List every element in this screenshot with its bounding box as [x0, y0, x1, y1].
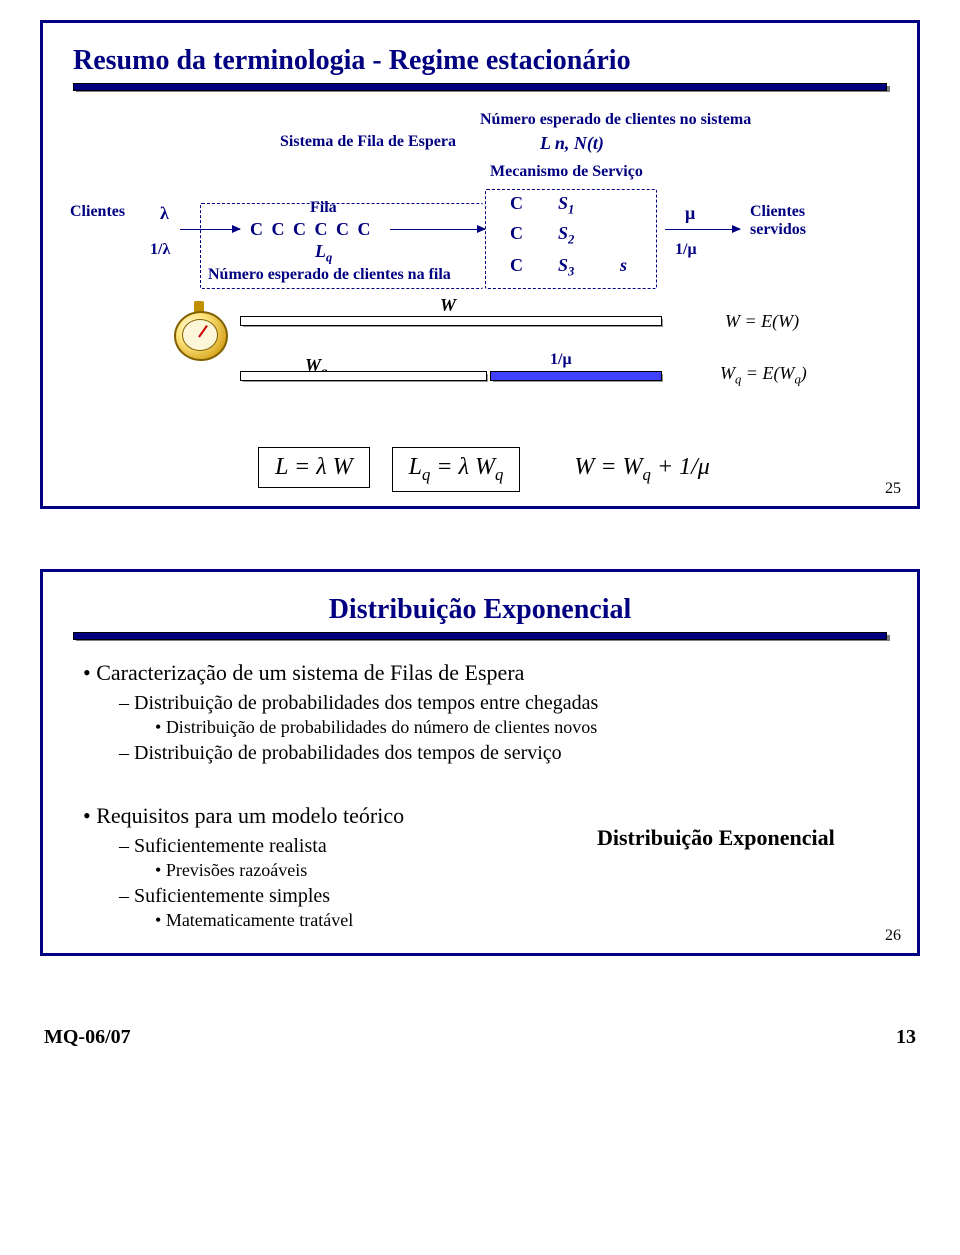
- lbl-L-n-Nt: L n, N(t): [540, 133, 604, 154]
- server-3-S: S3: [558, 255, 574, 280]
- slide-1: Resumo da terminologia - Regime estacion…: [40, 20, 920, 509]
- lbl-inv-lambda: 1/λ: [150, 241, 170, 259]
- content-block-1: Caracterização de um sistema de Filas de…: [83, 660, 887, 765]
- w-bar: [240, 316, 662, 326]
- slide-2: Distribuição Exponencial Caracterização …: [40, 569, 920, 956]
- lbl-fila: Fila: [310, 199, 337, 217]
- lbl-lambda: λ: [160, 203, 169, 224]
- title-underline: [73, 83, 887, 93]
- slide-num: 26: [885, 927, 901, 945]
- formula-Lq: Lq = λ Wq: [392, 447, 521, 492]
- server-2-C: C: [510, 223, 523, 244]
- arrow-out: [665, 229, 740, 230]
- lbl-mecanismo: Mecanismo de Serviço: [490, 163, 643, 181]
- lbl-Lq: Lq: [315, 241, 332, 266]
- page-footer: MQ-06/07 13: [40, 1016, 920, 1049]
- arrow-in: [180, 229, 240, 230]
- lbl-sistema: Sistema de Fila de Espera: [280, 133, 456, 151]
- arrow-to-service: [390, 229, 485, 230]
- footer-right: 13: [896, 1026, 916, 1049]
- slide-title: Distribuição Exponencial: [73, 594, 887, 626]
- bullet-2: Suficientemente realista: [119, 835, 597, 858]
- server-3-C: C: [510, 255, 523, 276]
- title-underline: [73, 632, 887, 642]
- lbl-expected-sys: Número esperado de clientes no sistema: [480, 111, 751, 129]
- lbl-mu: μ: [685, 203, 695, 224]
- server-1-S: S1: [558, 193, 574, 218]
- lbl-W: W: [440, 295, 456, 316]
- queue-diagram: Número esperado de clientes no sistema S…: [80, 111, 880, 411]
- bullet-2: Suficientemente simples: [119, 885, 597, 908]
- server-1-C: C: [510, 193, 523, 214]
- formula-row: L = λ W Lq = λ Wq W = Wq + 1/μ: [73, 447, 887, 492]
- formula-L: L = λ W: [258, 447, 370, 488]
- slide-num: 25: [885, 480, 901, 498]
- formula-W: W = Wq + 1/μ: [574, 454, 710, 480]
- bullet-3: Matematicamente tratável: [155, 910, 597, 931]
- lbl-Wq-EWq: Wq = E(Wq): [720, 363, 807, 388]
- footer-left: MQ-06/07: [44, 1026, 131, 1049]
- content-block-2: Requisitos para um modelo teórico Sufici…: [73, 785, 887, 939]
- lbl-queue-cc: C C C C C C: [250, 219, 373, 240]
- lbl-inv-mu-2: 1/μ: [550, 351, 572, 369]
- lbl-W-EW: W = E(W): [725, 311, 799, 332]
- bullet-3: Previsões razoáveis: [155, 860, 597, 881]
- wq-bar: [240, 371, 487, 381]
- lbl-inv-mu-1: 1/μ: [675, 241, 697, 259]
- bullet-1: Requisitos para um modelo teórico: [83, 803, 597, 829]
- bullet-2: Distribuição de probabilidades dos tempo…: [119, 692, 887, 715]
- right-label: Distribuição Exponencial: [597, 785, 887, 851]
- server-2-S: S2: [558, 223, 574, 248]
- bullet-2: Distribuição de probabilidades dos tempo…: [119, 742, 887, 765]
- stopwatch-icon: [170, 301, 228, 359]
- lbl-clientes-in: Clientes: [70, 203, 125, 221]
- bullet-1: Caracterização de um sistema de Filas de…: [83, 660, 887, 686]
- lbl-clientes-out: Clientes servidos: [750, 203, 840, 239]
- wq-blue-bar: [490, 371, 662, 381]
- lbl-expected-fila: Número esperado de clientes na fila: [208, 266, 451, 284]
- lbl-s: s: [620, 255, 627, 276]
- slide-title: Resumo da terminologia - Regime estacion…: [73, 45, 887, 77]
- bullet-3: Distribuição de probabilidades do número…: [155, 717, 887, 738]
